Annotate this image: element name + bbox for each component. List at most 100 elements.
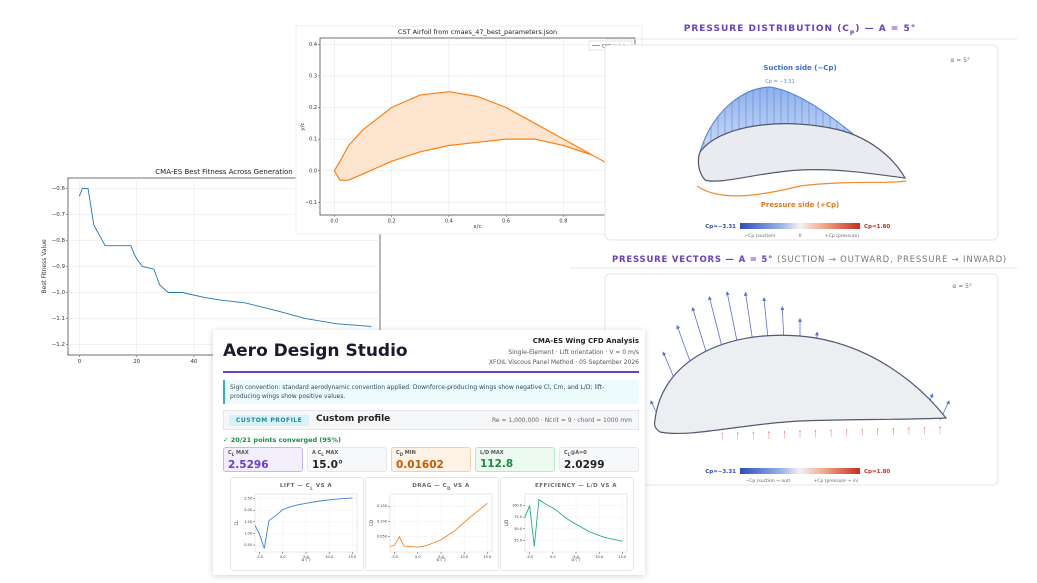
title: PRESSURE VECTORS — A = 5°	[612, 255, 773, 265]
x-tick-label: 0.8	[559, 219, 567, 225]
x-tick-label: 0.0	[330, 219, 338, 225]
subscript: P	[850, 30, 855, 37]
pressure-line	[696, 180, 907, 197]
series-line	[524, 498, 623, 547]
x-tick-label: 15.0	[618, 555, 626, 559]
chart-title: LIFT — CL VS A	[280, 483, 333, 491]
y-axis-label: Best Fitness Value	[41, 239, 48, 294]
chart-title: DRAG — CD VS A	[412, 483, 470, 491]
analysis-title: CMA-ES Wing CFD Analysis	[532, 337, 639, 345]
y-tick-label: 100.0	[512, 504, 522, 508]
x-tick-label: 0.6	[502, 219, 510, 225]
y-axis-label: CL	[234, 520, 239, 526]
section-title: PRESSURE DISTRIBUTION (CP) — A = 5°	[684, 24, 917, 37]
x-tick-label: 5.0	[573, 555, 579, 559]
app-window: Aero Design Studio CMA-ES Wing CFD Analy…	[213, 330, 645, 575]
subscript: L	[310, 486, 313, 491]
y-tick-label: 1.50	[244, 520, 252, 524]
vector	[691, 306, 708, 354]
metrics: CL MAX 2.5296 A CL MAX 15.0° CD MIN 0.01602 L/…	[223, 447, 639, 472]
mini-card: 25.0 50.0 75.0 100.0 -5.0 0.0 5.0 10.0 15.0 EFFIC…	[500, 477, 634, 571]
label-part: MIN	[403, 450, 416, 456]
metric-label: A CL MAX	[312, 450, 382, 457]
y-tick-label: −0.6	[52, 186, 66, 192]
x-tick-label: 0	[78, 359, 82, 365]
section-title: PRESSURE VECTORS — A = 5° (SUCTION → OUTW…	[612, 255, 1007, 265]
title-part: EFFICIENCY — L/D VS A	[535, 483, 617, 489]
pressure-distribution: PRESSURE DISTRIBUTION (CP) — A = 5° α = …	[604, 24, 1017, 241]
pressure-label: Pressure side (+Cp)	[761, 201, 839, 209]
pressure-vectors: PRESSURE VECTORS — A = 5° (SUCTION → OUTW…	[570, 255, 1017, 486]
y-tick-label: −0.9	[52, 264, 66, 270]
title-part: LIFT — C	[280, 483, 310, 489]
profile-badge[interactable]: CUSTOM PROFILE	[229, 415, 310, 426]
metric-value: 112.8	[480, 458, 514, 470]
y-tick-label: −0.1	[305, 200, 317, 206]
y-axis-label: L/D	[504, 520, 509, 527]
metric-card: A CL MAX 15.0°	[307, 447, 387, 472]
y-tick-label: 25.0	[514, 538, 522, 542]
colorbar-max: Cp=1.80	[864, 469, 890, 475]
y-tick-label: 1.00	[244, 531, 252, 535]
y-tick-label: −0.7	[52, 212, 66, 218]
y-tick-label: 0.3	[309, 73, 317, 79]
x-tick-label: 0.2	[388, 219, 396, 225]
series-line	[254, 497, 353, 549]
x-tick-label: 5.0	[303, 555, 309, 559]
x-tick-label: 0.0	[415, 555, 421, 559]
y-tick-label: 0.1	[309, 137, 317, 143]
colorbar-mid: 0	[799, 233, 802, 239]
conditions: Re = 1,000,000 · Ncrit = 9 · chord = 100…	[492, 417, 632, 424]
y-tick-label: −1.0	[52, 290, 66, 296]
title-part: VS A	[313, 483, 332, 489]
y-tick-label: 0.4	[309, 42, 317, 48]
mini-chart: 0.050 0.100 0.150 -5.0 0.0 5.0 10.0 15.0 DRAG — …	[369, 483, 493, 562]
y-axis-label: CD	[369, 520, 374, 526]
x-tick-label: 10.0	[325, 555, 333, 559]
x-tick-label: 15.0	[348, 555, 356, 559]
title-part: ) — A = 5°	[855, 24, 916, 34]
x-tick-label: 5.0	[438, 555, 444, 559]
title-part: DRAG — C	[412, 483, 447, 489]
profile-bar: CUSTOM PROFILE Custom profile Re = 1,000…	[223, 410, 639, 430]
subscript: L	[567, 452, 571, 457]
metric-card: CL MAX 2.5296	[223, 447, 303, 472]
subscript: L	[321, 452, 324, 457]
label-part: @A=0	[570, 450, 587, 456]
mini-card: 0.050 0.100 0.150 -5.0 0.0 5.0 10.0 15.0 DRAG — …	[365, 477, 499, 571]
x-tick-label: 20	[133, 359, 140, 365]
x-tick-label: 15.0	[483, 555, 491, 559]
label-part: L/D MAX	[480, 450, 504, 456]
subtitle: (SUCTION → OUTWARD, PRESSURE → INWARD)	[777, 255, 1007, 265]
y-tick-label: 0.050	[377, 535, 387, 539]
title-part: PRESSURE DISTRIBUTION (C	[684, 24, 850, 34]
chart-title: EFFICIENCY — L/D VS A	[535, 483, 617, 489]
x-tick-label: 0.0	[280, 555, 286, 559]
chart-title: CST Airfoil from cmaes_47_best_parameter…	[398, 28, 557, 36]
subscript: L	[231, 452, 235, 457]
metric-label: CD MIN	[396, 450, 466, 457]
series-line	[78, 187, 372, 327]
vector	[725, 291, 739, 345]
mini-card: 0.50 1.00 1.50 2.00 2.50 -5.0 0.0 5.0 10.0 15.0 LI…	[230, 477, 364, 571]
metric-label: CL MAX	[228, 450, 298, 457]
x-tick-label: 0.4	[445, 219, 453, 225]
x-tick-label: -5.0	[526, 555, 533, 559]
x-axis-label: α (°)	[301, 557, 310, 562]
colorbar-left: −Cp (suction → out)	[745, 478, 790, 484]
y-tick-label: 2.00	[244, 508, 252, 512]
label-part: A C	[312, 450, 322, 456]
y-tick-label: 0.0	[309, 168, 317, 174]
label-part: C	[564, 450, 568, 456]
label-part: MAX	[234, 450, 249, 456]
x-axis-label: α (°)	[436, 557, 445, 562]
suction-label: Suction side (−Cp)	[763, 64, 836, 72]
airfoil	[653, 334, 948, 435]
meta: XFOIL Viscous Panel Method · 05 Septembe…	[488, 359, 639, 366]
x-tick-label: -5.0	[256, 555, 263, 559]
metric-value: 2.5296	[228, 459, 269, 471]
vector	[743, 291, 754, 346]
colorbar-min: Cp=−3.31	[705, 224, 736, 230]
airfoil	[697, 123, 907, 182]
